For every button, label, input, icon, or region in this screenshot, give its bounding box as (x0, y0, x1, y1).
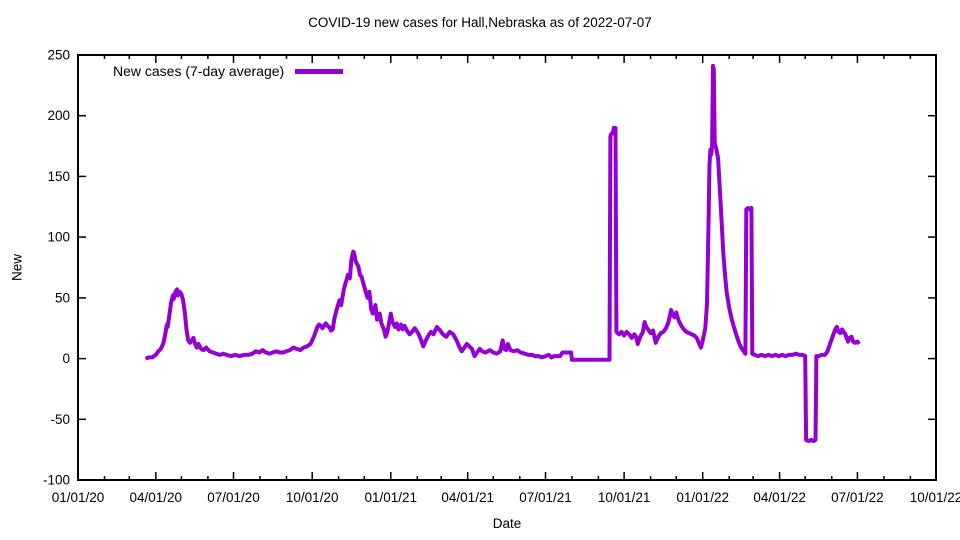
y-major-ticks (78, 54, 936, 481)
x-major-ticks (77, 55, 937, 480)
y-tick-label: 0 (62, 351, 70, 366)
x-tick-label: 04/01/20 (130, 490, 183, 505)
y-tick-label: 100 (47, 230, 70, 245)
legend: New cases (7-day average) (113, 63, 344, 79)
x-tick-label: 07/01/22 (831, 490, 884, 505)
chart-title: COVID-19 new cases for Hall,Nebraska as … (308, 15, 652, 30)
y-tick-label: 200 (47, 108, 70, 123)
x-tick-label: 10/01/21 (598, 490, 651, 505)
legend-line-sample (295, 68, 344, 74)
x-tick-label: 07/01/21 (519, 490, 572, 505)
legend-label: New cases (7-day average) (113, 63, 285, 79)
y-tick-label: 150 (47, 169, 70, 184)
y-axis-title: New (9, 254, 25, 282)
y-tick-label: 250 (47, 48, 70, 63)
x-minor-ticks (103, 55, 912, 480)
y-tick-label: -50 (50, 412, 70, 427)
x-tick-label: 04/01/21 (441, 490, 494, 505)
x-tick-labels: 01/01/20 04/01/20 07/01/20 10/01/20 01/01/21… (52, 490, 960, 505)
x-tick-label: 10/01/20 (286, 490, 339, 505)
x-tick-label: 01/01/21 (365, 490, 418, 505)
x-axis-title: Date (492, 516, 522, 531)
y-tick-labels: -100 -50 0 50 100 150 200 250 (43, 48, 70, 488)
x-tick-label: 04/01/22 (753, 490, 806, 505)
x-tick-label: 07/01/20 (207, 490, 260, 505)
plot-border (77, 54, 937, 481)
x-tick-label: 10/01/22 (910, 490, 960, 505)
data-line (144, 63, 861, 444)
y-tick-label: 50 (55, 290, 70, 305)
x-tick-label: 01/01/20 (52, 490, 105, 505)
y-tick-label: -100 (43, 473, 70, 488)
x-tick-label: 01/01/22 (676, 490, 729, 505)
